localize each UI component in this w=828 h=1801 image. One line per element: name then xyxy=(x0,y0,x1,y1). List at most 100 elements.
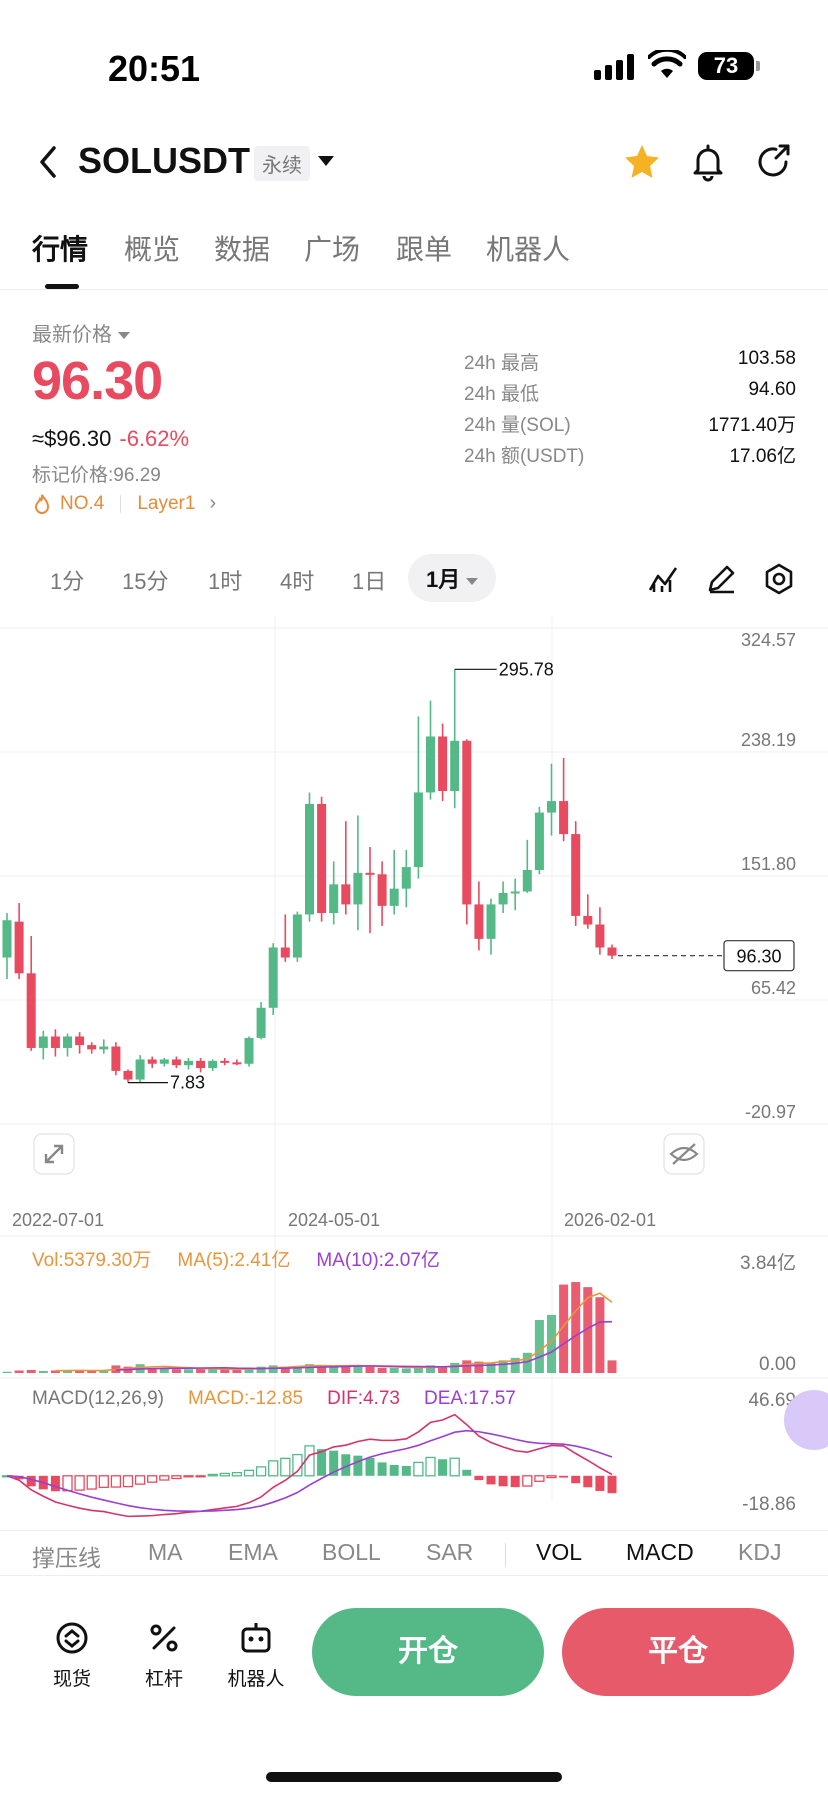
robot-icon xyxy=(241,1623,271,1653)
candle-body xyxy=(208,1060,218,1069)
battery-icon: 73 xyxy=(698,52,760,80)
tab-square[interactable]: 广场 xyxy=(304,234,361,265)
settings-hex-icon[interactable] xyxy=(762,562,796,596)
volume-bar xyxy=(232,1369,242,1373)
macd-bar xyxy=(292,1453,303,1477)
price-axis: 324.57 238.19 151.80 65.42 -20.97 xyxy=(741,630,796,1122)
draw-pencil-icon[interactable] xyxy=(704,562,738,596)
macd-bar xyxy=(268,1460,279,1477)
ind-sar[interactable]: SAR xyxy=(426,1539,474,1565)
interval-1d[interactable]: 1日 xyxy=(352,569,387,594)
macd-legend: MACD(12,26,9) MACD:-12.85 DIF:4.73 DEA:1… xyxy=(32,1388,516,1410)
volume-bar xyxy=(184,1369,193,1373)
tab-bot[interactable]: 机器人 xyxy=(486,234,571,265)
bot-button[interactable]: 机器人 xyxy=(216,1620,296,1691)
macd-bar xyxy=(534,1475,545,1482)
price-tick-label: 238.19 xyxy=(741,730,796,750)
ind-ma[interactable]: MA xyxy=(148,1539,183,1565)
tab-overview[interactable]: 概览 xyxy=(124,234,181,265)
volume-bar xyxy=(244,1367,254,1373)
latest-price-label[interactable]: 最新价格 xyxy=(32,318,130,347)
macd-bar xyxy=(510,1475,520,1488)
assistant-bubble[interactable] xyxy=(784,1390,828,1450)
macd-bar xyxy=(559,1475,569,1478)
macd-bar xyxy=(486,1475,496,1485)
interval-4h[interactable]: 4时 xyxy=(280,569,315,594)
volume-bar xyxy=(365,1366,375,1373)
candle-body xyxy=(329,884,339,914)
main-tabs: 行情 概览 数据 广场 跟单 机器人 xyxy=(0,224,828,290)
macd-bar xyxy=(401,1466,411,1476)
favorite-star-icon[interactable] xyxy=(622,142,662,182)
stat-row: 24h 量(SOL) 1771.40万 xyxy=(464,410,796,441)
candle-body xyxy=(462,740,472,905)
ind-support-resistance[interactable]: 撑压线 xyxy=(32,1545,101,1571)
volume-bar xyxy=(63,1370,72,1373)
candlestick-chart[interactable]: 324.57 238.19 151.80 65.42 -20.97 2022-07-01… xyxy=(0,616,828,1526)
spot-button[interactable]: 现货 xyxy=(32,1620,112,1691)
time-tick-label: 2024-05-01 xyxy=(288,1210,380,1230)
symbol-dropdown-icon[interactable] xyxy=(318,156,334,166)
macd-bar xyxy=(86,1475,97,1490)
candle-body xyxy=(426,736,435,793)
ind-macd[interactable]: MACD xyxy=(626,1539,694,1565)
vol-ma10-label: MA(10):2.07亿 xyxy=(316,1250,440,1271)
volume-bar xyxy=(329,1366,339,1373)
candle-body xyxy=(547,801,556,813)
expand-button[interactable] xyxy=(33,1133,75,1175)
candle-body xyxy=(135,1059,145,1080)
candle-body xyxy=(50,1036,60,1048)
interval-1m[interactable]: 1分 xyxy=(50,569,85,594)
margin-label: 杠杆 xyxy=(144,1669,183,1690)
ind-boll[interactable]: BOLL xyxy=(322,1539,381,1565)
interval-15m[interactable]: 15分 xyxy=(122,569,169,594)
macd-bar xyxy=(329,1450,339,1476)
macd-bar xyxy=(474,1475,484,1481)
usd-price-line: ≈$96.30 -6.62% xyxy=(32,426,189,452)
candle-body xyxy=(147,1059,157,1064)
price-tick-label: 65.42 xyxy=(751,978,796,998)
volume-bar xyxy=(462,1360,472,1373)
ind-kdj[interactable]: KDJ xyxy=(738,1539,782,1565)
margin-button[interactable]: 杠杆 xyxy=(124,1620,204,1691)
indicator-icon[interactable] xyxy=(646,562,680,596)
volume-bar xyxy=(486,1362,496,1373)
cellular-signal-icon xyxy=(594,54,634,80)
volume-bar xyxy=(159,1367,169,1373)
price-tick-label: 324.57 xyxy=(741,630,796,650)
macd-bar xyxy=(243,1469,255,1477)
rank-row[interactable]: NO.4 Layer1 › xyxy=(32,492,216,515)
macd-min-label: -18.86 xyxy=(742,1494,796,1515)
volume-bar xyxy=(607,1360,617,1373)
vol-ma5-line xyxy=(55,1292,613,1372)
price-markers: 295.78 7.83 96.30 xyxy=(128,659,795,1093)
interval-1month[interactable]: 1月 xyxy=(408,554,497,602)
chevron-right-icon: › xyxy=(209,492,217,514)
header: SOLUSDT 永续 xyxy=(0,130,828,194)
tab-data[interactable]: 数据 xyxy=(214,234,271,265)
open-position-button[interactable]: 开仓 xyxy=(312,1608,544,1696)
close-position-button[interactable]: 平仓 xyxy=(562,1608,794,1696)
bell-icon[interactable] xyxy=(688,142,728,182)
back-arrow-icon[interactable] xyxy=(30,142,70,182)
stat-value: 17.06亿 xyxy=(729,446,796,467)
symbol-title[interactable]: SOLUSDT xyxy=(78,140,251,181)
share-icon[interactable] xyxy=(754,142,794,182)
volume-bar xyxy=(256,1366,266,1373)
macd-histogram xyxy=(1,1413,617,1518)
tab-market[interactable]: 行情 xyxy=(32,234,89,265)
ind-ema[interactable]: EMA xyxy=(228,1539,278,1565)
candle-body xyxy=(232,1062,242,1065)
macd-bar xyxy=(317,1449,327,1476)
tab-copy-trade[interactable]: 跟单 xyxy=(396,234,453,265)
volume-bar xyxy=(268,1365,278,1373)
hide-button[interactable] xyxy=(663,1133,705,1175)
volume-bar xyxy=(389,1367,399,1373)
candle-body xyxy=(559,801,569,835)
last-price-label: 96.30 xyxy=(736,947,781,967)
ind-vol[interactable]: VOL xyxy=(536,1539,583,1565)
candle-body xyxy=(159,1059,169,1064)
active-tab-indicator xyxy=(45,284,79,289)
interval-1h[interactable]: 1时 xyxy=(208,569,243,594)
macd-bar xyxy=(207,1473,218,1477)
